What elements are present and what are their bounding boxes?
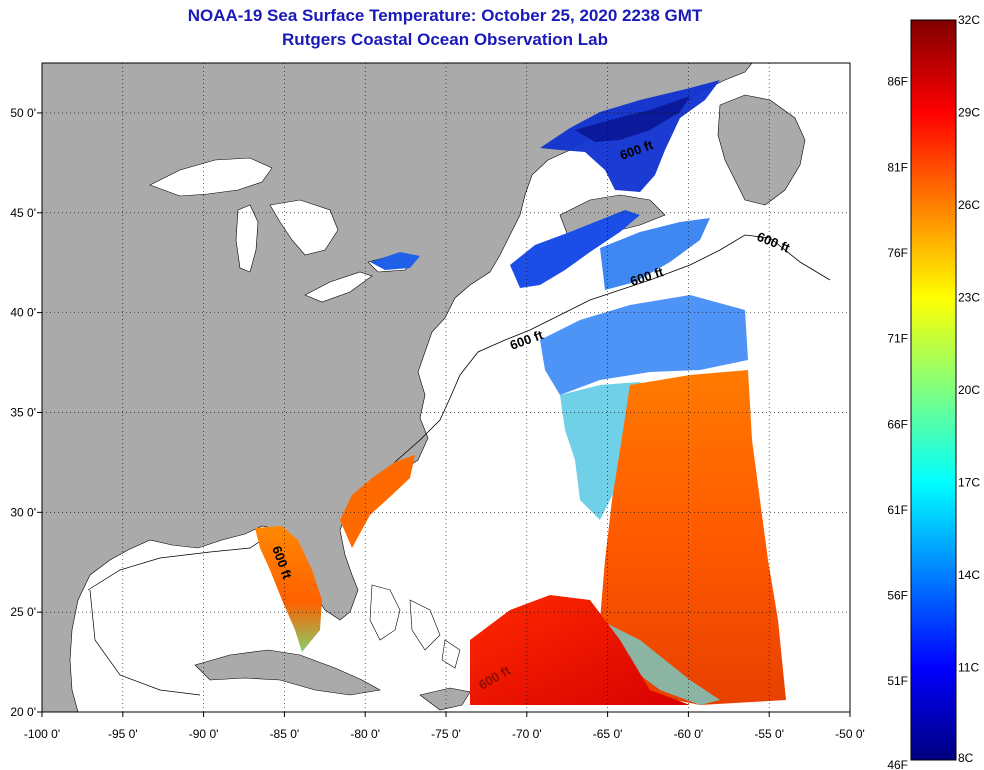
sst-cold-streak	[600, 620, 720, 705]
lat-tick-label: 35 0'	[10, 405, 36, 419]
cuba-land	[194, 649, 381, 696]
colorbar-celsius-label: 29C	[958, 106, 980, 120]
yucatan-shelf-contour	[89, 589, 201, 696]
colorbar-celsius-labels: 32C 29C 26C 23C 20C 17C 14C 11C 8C	[958, 13, 980, 765]
colorbar-bar	[910, 19, 957, 761]
lake-erie	[304, 271, 373, 303]
colorbar-celsius-label: 17C	[958, 476, 980, 490]
lon-tick-label: -80 0'	[350, 727, 380, 741]
colorbar-fahrenheit-label: 71F	[887, 332, 908, 346]
lon-tick-label: -90 0'	[189, 727, 219, 741]
colorbar-fahrenheit-label: 76F	[887, 246, 908, 260]
lon-tick-label: -70 0'	[512, 727, 542, 741]
latitude-labels: 20 0' 25 0' 30 0' 35 0' 40 0' 45 0' 50 0'	[10, 106, 42, 719]
lon-tick-label: -100 0'	[24, 727, 60, 741]
lon-tick-label: -55 0'	[754, 727, 784, 741]
colorbar-celsius-label: 26C	[958, 198, 980, 212]
lon-tick-label: -50 0'	[835, 727, 865, 741]
colorbar-fahrenheit-label: 86F	[887, 75, 908, 89]
lake-michigan	[235, 204, 259, 273]
sst-erie-patch	[370, 252, 420, 270]
colorbar-fahrenheit-label: 56F	[887, 589, 908, 603]
colorbar-celsius-label: 20C	[958, 383, 980, 397]
colorbar-fahrenheit-label: 46F	[887, 758, 908, 770]
sst-midatlantic-blue	[540, 295, 748, 395]
colorbar-fahrenheit-label: 51F	[887, 674, 908, 688]
lat-tick-label: 50 0'	[10, 106, 36, 120]
lat-tick-label: 45 0'	[10, 206, 36, 220]
colorbar-celsius-label: 32C	[958, 13, 980, 27]
chart-subtitle: Rutgers Coastal Ocean Observation Lab	[282, 30, 608, 49]
lat-tick-label: 25 0'	[10, 605, 36, 619]
bahamas-outline	[369, 584, 461, 669]
map-grid	[42, 63, 850, 712]
lat-tick-label: 30 0'	[10, 505, 36, 519]
longitude-labels: -100 0' -95 0' -90 0' -85 0' -80 0' -75 0' -70…	[24, 712, 865, 741]
lake-huron	[269, 199, 339, 256]
lat-tick-label: 20 0'	[10, 705, 36, 719]
lon-tick-label: -95 0'	[108, 727, 138, 741]
lon-tick-label: -60 0'	[674, 727, 704, 741]
sst-florida-gulf	[255, 526, 322, 652]
hispaniola-land	[419, 687, 471, 711]
colorbar-fahrenheit-label: 81F	[887, 160, 908, 174]
newfoundland-land	[717, 94, 806, 206]
colorbar-fahrenheit-label: 61F	[887, 503, 908, 517]
colorbar-celsius-label: 14C	[958, 568, 980, 582]
colorbar-celsius-label: 11C	[958, 661, 979, 675]
gulf-shelf-contour	[87, 539, 263, 591]
sst-scotian	[600, 218, 710, 290]
sst-stlawrence-dark	[575, 96, 690, 142]
sst-gulf-of-maine	[510, 210, 640, 288]
lake-superior	[149, 157, 273, 197]
sst-gulf-stream	[600, 370, 786, 705]
atlantic-shelf-contour	[359, 234, 831, 521]
sst-carolina	[340, 455, 415, 548]
lat-tick-label: 40 0'	[10, 306, 36, 320]
colorbar-celsius-label: 8C	[958, 751, 974, 765]
colorbar-fahrenheit-label: 66F	[887, 417, 908, 431]
lon-tick-label: -75 0'	[431, 727, 461, 741]
chart-title: NOAA-19 Sea Surface Temperature: October…	[187, 6, 703, 25]
lon-tick-label: -85 0'	[270, 727, 300, 741]
colorbar-celsius-label: 23C	[958, 291, 980, 305]
colorbar-fahrenheit-labels: 86F 81F 76F 71F 66F 61F 56F 51F 46F	[887, 75, 908, 770]
sst-caribbean	[470, 595, 690, 705]
lon-tick-label: -65 0'	[593, 727, 623, 741]
